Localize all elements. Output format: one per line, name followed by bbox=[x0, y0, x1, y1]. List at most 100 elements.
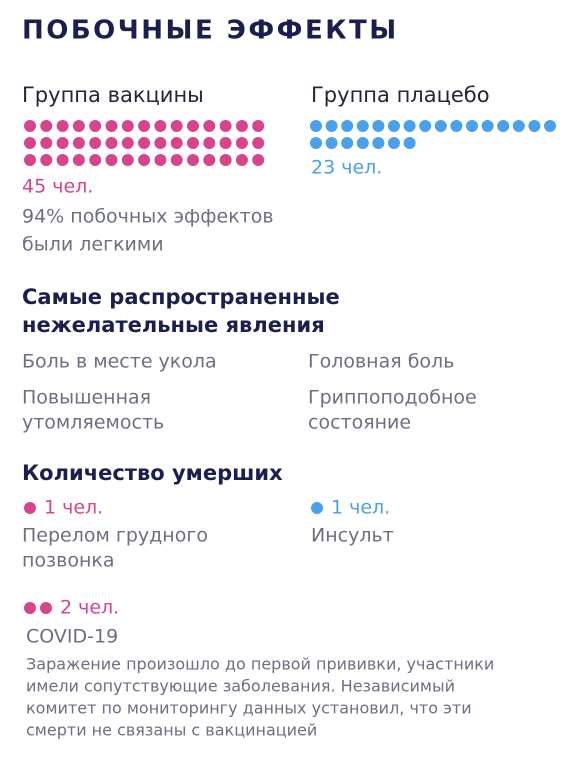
cause: Инсульт bbox=[311, 525, 394, 547]
title: ПОБОЧНЫЕ ЭФФЕКТЫ bbox=[22, 16, 399, 46]
count-label: 2 чел. bbox=[60, 597, 119, 619]
count-label: 23 чел. bbox=[311, 157, 382, 179]
person-dot bbox=[40, 154, 53, 166]
person-dot bbox=[341, 137, 354, 149]
person-dot bbox=[481, 120, 494, 132]
heading: Количество умерших bbox=[22, 461, 283, 485]
effect: Повышенная bbox=[22, 387, 151, 409]
person-dot bbox=[121, 120, 134, 132]
group-name: Группа вакцины bbox=[22, 83, 204, 107]
person-dot bbox=[187, 137, 199, 149]
count-label: 1 чел. bbox=[44, 497, 103, 519]
person-dot bbox=[24, 120, 36, 132]
person-dot bbox=[154, 120, 167, 132]
person-dot bbox=[121, 137, 134, 149]
person-dot bbox=[105, 154, 118, 166]
person-dot bbox=[56, 137, 69, 149]
person-dot bbox=[388, 120, 400, 132]
person-dot bbox=[72, 120, 85, 132]
person-dot bbox=[388, 137, 400, 149]
person-dot bbox=[105, 120, 118, 132]
person-dot bbox=[219, 154, 232, 166]
person-dot bbox=[311, 502, 323, 514]
person-dot bbox=[203, 154, 216, 166]
note: 94% побочных эффектов bbox=[22, 206, 274, 228]
cause: Перелом грудного bbox=[22, 525, 208, 547]
person-dot bbox=[105, 137, 118, 149]
person-dot bbox=[24, 602, 36, 614]
person-dot bbox=[154, 137, 167, 149]
note: смерти не связаны с вакцинацией bbox=[26, 721, 317, 740]
person-dot bbox=[419, 120, 432, 132]
person-dot bbox=[24, 154, 36, 166]
person-dot bbox=[89, 137, 102, 149]
person-dot bbox=[154, 154, 167, 166]
group-name: Группа плацебо bbox=[311, 83, 490, 107]
person-dot bbox=[372, 137, 385, 149]
person-dot bbox=[219, 120, 232, 132]
person-dot bbox=[56, 120, 69, 132]
person-dot bbox=[497, 120, 510, 132]
person-dot bbox=[450, 120, 463, 132]
person-dot bbox=[325, 137, 338, 149]
person-dot bbox=[341, 120, 354, 132]
person-dot bbox=[466, 120, 478, 132]
person-dot bbox=[72, 137, 85, 149]
person-dot bbox=[40, 602, 52, 614]
person-dot bbox=[356, 137, 369, 149]
person-dot bbox=[325, 120, 338, 132]
person-dot bbox=[528, 120, 541, 132]
person-dot bbox=[219, 137, 232, 149]
person-dot bbox=[252, 137, 265, 149]
person-dot bbox=[121, 154, 134, 166]
person-dot bbox=[310, 120, 322, 132]
person-dot bbox=[235, 137, 248, 149]
cause: COVID-19 bbox=[26, 626, 118, 648]
note: были легкими bbox=[22, 234, 164, 256]
person-dot bbox=[252, 154, 265, 166]
person-dot bbox=[203, 137, 216, 149]
note: имели сопутствующие заболевания. Независ… bbox=[26, 677, 455, 696]
person-dot bbox=[56, 154, 69, 166]
person-dot bbox=[434, 120, 447, 132]
person-dot bbox=[544, 120, 556, 132]
person-dot bbox=[356, 120, 369, 132]
person-dot bbox=[403, 120, 416, 132]
cause: позвонка bbox=[22, 550, 115, 572]
person-dot bbox=[403, 137, 416, 149]
effect: Гриппоподобное bbox=[308, 387, 477, 409]
person-dot bbox=[138, 120, 151, 132]
person-dot bbox=[170, 120, 183, 132]
effect: состояние bbox=[308, 412, 411, 434]
note: комитет по мониторингу данных установил,… bbox=[26, 699, 472, 718]
person-dot bbox=[310, 137, 322, 149]
heading: Самые распространенные bbox=[22, 285, 340, 309]
person-dot bbox=[170, 137, 183, 149]
person-dot bbox=[72, 154, 85, 166]
person-dot bbox=[89, 120, 102, 132]
person-dot bbox=[170, 154, 183, 166]
person-dot bbox=[512, 120, 525, 132]
person-dot bbox=[138, 137, 151, 149]
effect: Головная боль bbox=[308, 351, 454, 373]
person-dot bbox=[40, 120, 53, 132]
person-dot bbox=[187, 154, 199, 166]
effect: Боль в месте укола bbox=[22, 351, 217, 373]
note: Заражение произошло до первой прививки, … bbox=[26, 655, 494, 674]
person-dot bbox=[24, 502, 36, 514]
heading: нежелательные явления bbox=[22, 313, 325, 337]
person-dot bbox=[24, 137, 36, 149]
person-dot bbox=[203, 120, 216, 132]
person-dot bbox=[235, 120, 248, 132]
person-dot bbox=[252, 120, 265, 132]
person-dot bbox=[40, 137, 53, 149]
person-dot bbox=[235, 154, 248, 166]
person-dot bbox=[187, 120, 199, 132]
person-dot bbox=[89, 154, 102, 166]
count-label: 1 чел. bbox=[331, 497, 390, 519]
person-dot bbox=[138, 154, 151, 166]
effect: утомляемость bbox=[22, 412, 164, 434]
count-label: 45 чел. bbox=[22, 176, 93, 198]
person-dot bbox=[372, 120, 385, 132]
